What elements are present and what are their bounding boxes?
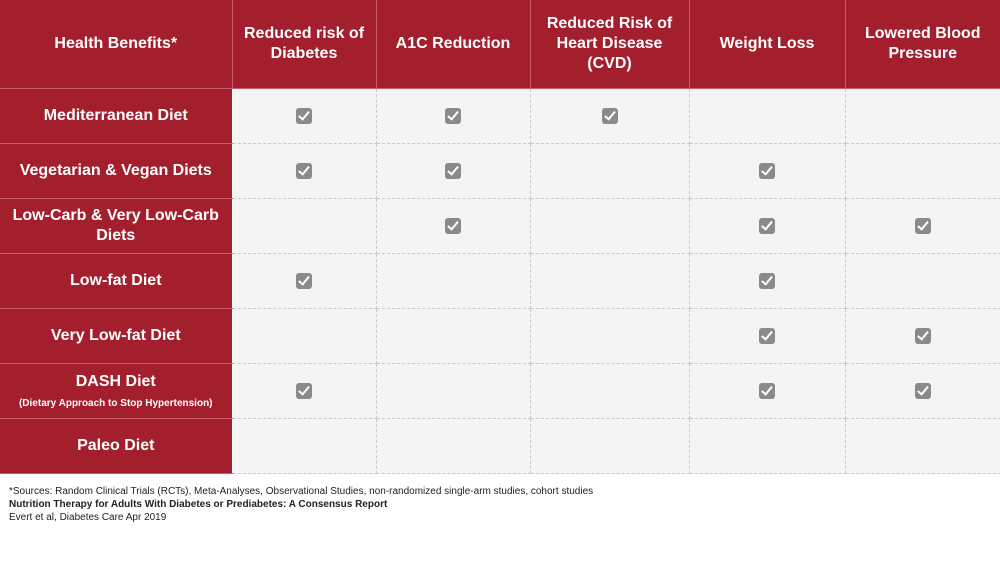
table-cell (844, 198, 1000, 254)
table-row: Low-Carb & Very Low-Carb Diets (0, 198, 1000, 254)
row-label-text: Mediterranean Diet (43, 107, 188, 124)
table-cell (231, 143, 377, 199)
table-cell (375, 308, 531, 364)
checkbox-checked-icon (914, 382, 931, 399)
table-cell (844, 308, 1000, 364)
column-header-weight-loss: Weight Loss (689, 0, 846, 89)
table-cell (844, 418, 1000, 474)
checkbox-checked-icon (759, 327, 775, 344)
checkbox-checked-icon (759, 217, 775, 234)
table-cell (688, 418, 846, 474)
row-label: Very Low-fat Diet (0, 308, 233, 364)
footnote-citation: Evert et al, Diabetes Care Apr 2019 (9, 512, 167, 523)
table-cell (375, 143, 531, 199)
column-header-health-benefits: Health Benefits* (0, 0, 233, 89)
footnote-report-title: Nutrition Therapy for Adults With Diabet… (9, 499, 388, 510)
checkbox-checked-icon (445, 162, 461, 179)
checkbox-checked-icon (445, 107, 461, 124)
table-cell (844, 363, 1000, 419)
checkbox-checked-icon (914, 217, 931, 234)
table-cell (688, 88, 846, 144)
checkbox-checked-icon (914, 327, 931, 344)
table-cell (844, 88, 1000, 144)
table-cell (529, 143, 690, 199)
column-header-heart-disease: Reduced Risk of Heart Disease (CVD) (530, 0, 690, 89)
checkbox-checked-icon (296, 382, 312, 399)
table-cell (231, 418, 377, 474)
checkbox-checked-icon (445, 217, 461, 234)
table-cell (231, 253, 377, 309)
table-cell (688, 253, 846, 309)
table-cell (231, 88, 377, 144)
table-cell (375, 88, 531, 144)
table-cell (529, 253, 690, 309)
row-label: Vegetarian & Vegan Diets (0, 143, 233, 199)
table-row: Paleo Diet (0, 418, 1000, 474)
table-cell (375, 418, 531, 474)
row-label-text: Low-fat Diet (69, 272, 162, 289)
checkbox-checked-icon (296, 162, 312, 179)
table-row: DASH Diet (Dietary Approach to Stop Hyper… (0, 363, 1000, 419)
checkbox-checked-icon (759, 382, 775, 399)
table-row: Low-fat Diet (0, 253, 1000, 309)
table-cell (529, 308, 690, 364)
table-cell (529, 418, 690, 474)
column-header-a1c-reduction: A1C Reduction (376, 0, 531, 89)
row-label-subtitle: (Dietary Approach to Stop Hypertension) (18, 397, 213, 409)
table-cell (231, 308, 377, 364)
table-cell (375, 253, 531, 309)
table-cell (231, 363, 377, 419)
table-cell (231, 198, 377, 254)
row-label: Paleo Diet (0, 418, 233, 474)
table-cell (529, 88, 690, 144)
table-cell (375, 198, 531, 254)
checkbox-checked-icon (759, 272, 775, 289)
table-cell (688, 308, 846, 364)
footnote: *Sources: Random Clinical Trials (RCTs),… (9, 485, 989, 524)
row-label: Mediterranean Diet (0, 88, 233, 144)
table-row: Mediterranean Diet (0, 88, 1000, 144)
diet-benefits-table: Health Benefits* Reduced risk of Diabete… (0, 0, 1000, 474)
column-header-blood-pressure: Lowered Blood Pressure (845, 0, 1000, 89)
table-cell (688, 363, 846, 419)
table-cell (688, 198, 846, 254)
table-cell (844, 253, 1000, 309)
checkbox-checked-icon (296, 272, 312, 289)
row-label-text: Low-Carb & Very Low-Carb Diets (12, 207, 219, 244)
table-cell (688, 143, 846, 199)
table-body: Mediterranean Diet Vegetarian & Vegan Die… (0, 88, 1000, 474)
table-cell (844, 143, 1000, 199)
header-row: Health Benefits* Reduced risk of Diabete… (0, 0, 1000, 89)
table-cell (529, 198, 690, 254)
row-label: Low-fat Diet (0, 253, 233, 309)
table-cell (375, 363, 531, 419)
row-label: DASH Diet (Dietary Approach to Stop Hyper… (0, 363, 233, 419)
row-label-text: DASH Diet (75, 372, 156, 390)
row-label-text: Very Low-fat Diet (50, 327, 181, 344)
table-row: Vegetarian & Vegan Diets (0, 143, 1000, 199)
checkbox-checked-icon (759, 162, 775, 179)
checkbox-checked-icon (296, 107, 312, 124)
row-label-text: Paleo Diet (77, 437, 155, 454)
row-label: Low-Carb & Very Low-Carb Diets (0, 198, 233, 254)
column-header-reduced-risk-diabetes: Reduced risk of Diabetes (232, 0, 377, 89)
table-cell (529, 363, 690, 419)
checkbox-checked-icon (601, 107, 618, 124)
table-row: Very Low-fat Diet (0, 308, 1000, 364)
footnote-sources: *Sources: Random Clinical Trials (RCTs),… (9, 486, 594, 497)
row-label-text: Vegetarian & Vegan Diets (19, 162, 212, 179)
